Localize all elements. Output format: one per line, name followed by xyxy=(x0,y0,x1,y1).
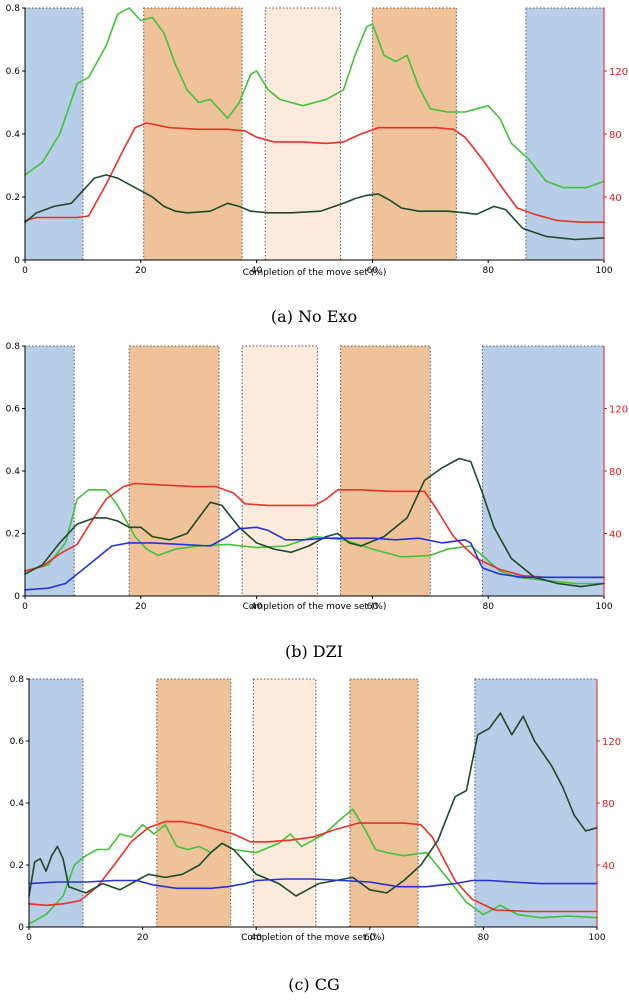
y2-tick-label: 120 xyxy=(609,67,628,78)
phase-band-light xyxy=(252,678,317,928)
y2-tick-label: 80 xyxy=(609,130,622,141)
x-axis-label: Completion of the move set (%) xyxy=(241,933,385,943)
y2-tick-label: 120 xyxy=(609,405,628,416)
y-tick-label: 0.8 xyxy=(6,4,21,14)
x-tick-label: 60 xyxy=(367,602,379,612)
phase-band-rest xyxy=(474,678,598,928)
y2-tick-label: 80 xyxy=(609,467,622,478)
panel-caption: (c) CG xyxy=(288,975,340,994)
y-tick-label: 0.4 xyxy=(10,799,25,809)
series-line-line_red xyxy=(24,482,605,579)
x-tick-label: 40 xyxy=(251,266,263,276)
y-tick-label: 0.6 xyxy=(6,67,21,77)
y2-tick-label: 80 xyxy=(602,799,615,810)
phase-band-rest xyxy=(481,345,605,597)
y-tick-label: 0.2 xyxy=(6,530,20,540)
phase-band-heavy xyxy=(340,345,431,597)
x-tick-label: 80 xyxy=(482,266,494,276)
panel-caption: (a) No Exo xyxy=(271,307,357,326)
series-line-line_dark_green xyxy=(24,174,605,241)
phase-band-heavy xyxy=(156,678,232,928)
x-tick-label: 100 xyxy=(588,933,605,943)
phase-band-heavy xyxy=(143,7,243,261)
series-line-line_light_green xyxy=(24,7,605,189)
y2-tick-label: 120 xyxy=(602,737,621,748)
x-tick-label: 100 xyxy=(595,602,612,612)
x-tick-label: 20 xyxy=(135,266,147,276)
y-tick-label: 0.2 xyxy=(10,861,24,871)
phase-band-rest xyxy=(525,7,605,261)
series-line-line_dark_green xyxy=(24,457,605,588)
panel-caption: (b) DZI xyxy=(285,642,343,661)
y2-tick-label: 40 xyxy=(609,530,622,541)
series-line-line_blue xyxy=(28,878,598,890)
series-line-line_light_green xyxy=(24,488,605,585)
y-tick-label: 0.4 xyxy=(6,130,21,140)
phase-band-rest xyxy=(28,678,84,928)
series-line-line_light_green xyxy=(28,808,598,925)
x-tick-label: 60 xyxy=(367,266,379,276)
y-tick-label: 0.4 xyxy=(6,467,21,477)
y2-tick-label: 40 xyxy=(602,861,615,872)
x-tick-label: 80 xyxy=(478,933,490,943)
chart-panel: 0 20 40 60 80 100 0 0.2 0.4 0.6 0.8 40 80 120 Completi… xyxy=(6,342,628,661)
x-tick-label: 20 xyxy=(135,602,147,612)
y-tick-label: 0.6 xyxy=(6,405,21,415)
x-tick-label: 80 xyxy=(482,602,494,612)
y2-tick-label: 40 xyxy=(609,193,622,204)
x-tick-label: 40 xyxy=(250,933,262,943)
x-tick-label: 100 xyxy=(595,266,612,276)
phase-band-rest xyxy=(24,345,75,597)
y-tick-label: 0 xyxy=(14,256,20,266)
chart-panel: 0 20 40 60 80 100 0 0.2 0.4 0.6 0.8 40 80 120 Completi… xyxy=(6,4,628,326)
phase-band-heavy xyxy=(371,7,457,261)
y-tick-label: 0.6 xyxy=(10,737,25,747)
phase-band-light xyxy=(241,345,318,597)
chart-panel: 0 20 40 60 80 100 0 0.2 0.4 0.6 0.8 40 80 120 Completi… xyxy=(10,675,621,994)
phase-band-heavy xyxy=(128,345,220,597)
series-line-line_dark_green xyxy=(28,712,598,897)
x-tick-label: 0 xyxy=(26,933,32,943)
y-tick-label: 0.2 xyxy=(6,193,20,203)
phase-band-rest xyxy=(24,7,84,261)
y-tick-label: 0 xyxy=(18,923,24,933)
x-tick-label: 20 xyxy=(137,933,149,943)
y-tick-label: 0 xyxy=(14,592,20,602)
series-line-line_red xyxy=(24,122,605,223)
y-tick-label: 0.8 xyxy=(6,342,21,352)
phase-band-light xyxy=(264,7,342,261)
x-tick-label: 0 xyxy=(22,602,28,612)
y-tick-label: 0.8 xyxy=(10,675,25,685)
x-tick-label: 60 xyxy=(364,933,376,943)
x-tick-label: 40 xyxy=(251,602,263,612)
phase-band-heavy xyxy=(349,678,419,928)
series-line-line_blue xyxy=(24,526,605,591)
x-tick-label: 0 xyxy=(22,266,28,276)
x-axis-label: Completion of the move set (%) xyxy=(243,602,387,612)
x-axis-label: Completion of the move set (%) xyxy=(243,268,387,278)
